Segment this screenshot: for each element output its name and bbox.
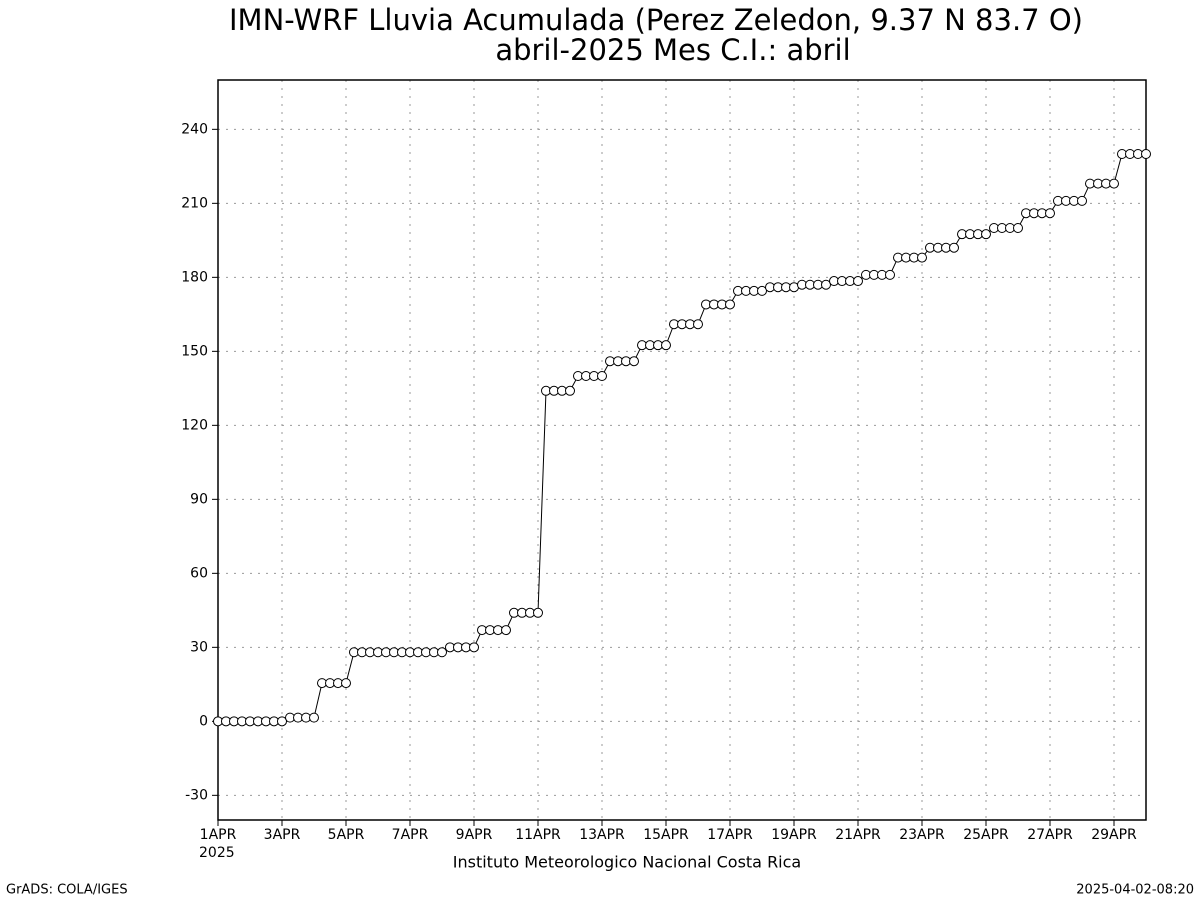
x-axis-label: Instituto Meteorologico Nacional Costa R… <box>453 853 801 872</box>
year-label: 2025 <box>199 845 235 861</box>
y-tick-label: 150 <box>181 343 208 359</box>
marker <box>1013 223 1023 233</box>
y-tick-label: 60 <box>190 565 208 581</box>
marker <box>885 269 895 280</box>
y-tick-label: 30 <box>190 639 208 655</box>
x-tick-label: 9APR <box>456 827 493 843</box>
x-tick-label: 5APR <box>328 827 365 843</box>
x-tick-label: 23APR <box>899 827 945 843</box>
chart-title: IMN-WRF Lluvia Acumulada (Perez Zeledon,… <box>229 3 1083 37</box>
marker <box>565 385 575 396</box>
x-tick-label: 13APR <box>579 827 625 843</box>
marker <box>1109 178 1119 189</box>
marker <box>437 647 447 658</box>
x-tick-label: 3APR <box>264 827 301 843</box>
marker <box>533 607 543 618</box>
marker <box>1045 208 1055 219</box>
marker <box>309 712 319 723</box>
y-tick-label: 180 <box>181 269 208 285</box>
marker <box>1077 195 1087 206</box>
marker <box>469 642 479 653</box>
x-tick-label: 1APR <box>200 827 237 843</box>
marker <box>757 285 767 296</box>
x-tick-label: 29APR <box>1091 827 1137 843</box>
x-tick-label: 25APR <box>963 827 1009 843</box>
x-tick-label: 27APR <box>1027 827 1073 843</box>
marker <box>693 319 703 330</box>
marker <box>725 299 735 310</box>
y-tick-label: 240 <box>181 121 208 137</box>
x-tick-label: 11APR <box>515 827 561 843</box>
marker <box>1141 149 1151 159</box>
marker <box>501 625 511 636</box>
marker <box>981 229 991 240</box>
marker <box>917 252 927 263</box>
marker <box>629 356 639 367</box>
plot-frame <box>217 79 1147 821</box>
left-footer: GrADS: COLA/IGES <box>6 883 128 898</box>
x-tick-label: 21APR <box>835 827 881 843</box>
marker <box>661 340 671 351</box>
marker <box>597 371 607 381</box>
x-tick-label: 15APR <box>643 827 689 843</box>
y-tick-label: 0 <box>199 713 208 729</box>
x-tick-label: 19APR <box>771 827 817 843</box>
y-tick-label: 210 <box>181 195 208 211</box>
marker <box>821 279 831 290</box>
marker <box>949 242 959 253</box>
chart-subtitle: abril-2025 Mes C.I.: abril <box>495 33 850 67</box>
y-tick-label: 90 <box>190 491 208 507</box>
marker <box>341 678 351 689</box>
x-tick-label: 17APR <box>707 827 753 843</box>
x-tick-label: 7APR <box>392 827 429 843</box>
y-tick-label: -30 <box>185 787 208 803</box>
marker <box>277 716 287 727</box>
y-tick-label: 120 <box>181 417 208 433</box>
line <box>218 153 1146 722</box>
marker <box>853 276 863 287</box>
right-footer: 2025-04-02-08:20 <box>1076 883 1194 898</box>
